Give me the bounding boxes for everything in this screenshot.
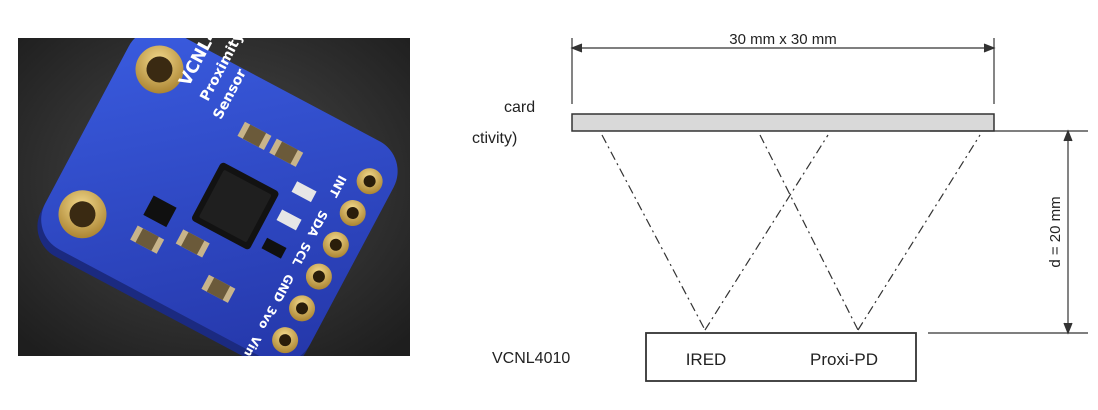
sensor-board-photo: VCNL4010 Proximity Sensor	[18, 38, 410, 356]
card-size-label: 30 mm x 30 mm	[729, 31, 837, 48]
card-width-dimension	[570, 38, 996, 104]
reflective-card	[571, 113, 995, 132]
reflection-rays	[601, 134, 981, 331]
detector-label: Proxi-PD	[810, 350, 878, 369]
device-label: VCNL4010	[492, 350, 570, 367]
distance-dimension	[928, 129, 1088, 335]
card-label-line1: card	[504, 99, 535, 116]
measurement-diagram: 30 mm x 30 mm card ctivity) d = 20 mm VC…	[472, 31, 1088, 382]
emitter-label: IRED	[686, 350, 727, 369]
pin-pad-icon	[272, 168, 383, 354]
sensor-board-illustration: VCNL4010 Proximity Sensor	[18, 38, 410, 356]
smd-components	[130, 121, 317, 303]
mounting-hole-icon	[58, 190, 107, 239]
distance-label: d = 20 mm	[1047, 196, 1064, 267]
card-label-line2: ctivity)	[472, 130, 517, 147]
device-box	[645, 332, 917, 382]
mounting-hole-icon	[135, 45, 184, 94]
